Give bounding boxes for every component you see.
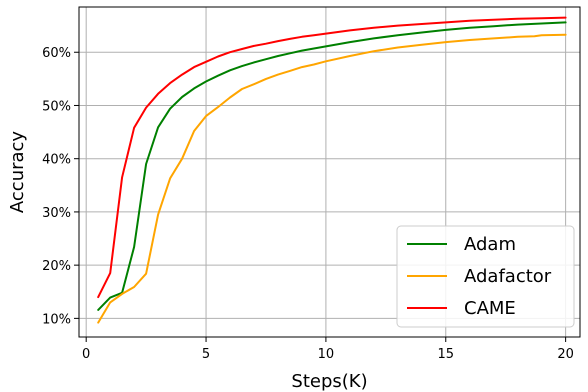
legend-label: CAME <box>464 298 516 319</box>
legend-label: Adafactor <box>464 266 552 287</box>
y-tick-label: 30% <box>42 206 71 221</box>
y-tick-label: 10% <box>42 312 71 327</box>
x-tick-label: 15 <box>437 347 454 362</box>
x-tick-label: 5 <box>202 347 210 362</box>
legend-label: Adam <box>464 234 516 255</box>
series-line-came <box>97 16 567 299</box>
y-tick-label: 40% <box>42 153 71 168</box>
y-tick-label: 50% <box>42 99 71 114</box>
y-tick-label: 60% <box>42 46 71 61</box>
plot-area-frame <box>78 6 581 338</box>
y-axis-ticks: 10% 20% 30% 40% 50% 60% <box>42 46 79 327</box>
legend: Adam Adafactor CAME <box>396 225 575 328</box>
y-axis-label: Accuracy <box>7 131 28 214</box>
x-axis-ticks: 0 5 10 15 20 <box>82 337 574 362</box>
y-tick-label: 20% <box>42 259 71 274</box>
series-lines <box>97 16 567 324</box>
x-tick-label: 20 <box>557 347 574 362</box>
x-axis-label: Steps(K) <box>291 371 367 392</box>
x-tick-label: 10 <box>318 347 335 362</box>
series-line-adam <box>97 21 567 311</box>
x-tick-label: 0 <box>82 347 90 362</box>
series-line-adafactor <box>97 33 567 324</box>
legend-box <box>396 225 575 328</box>
